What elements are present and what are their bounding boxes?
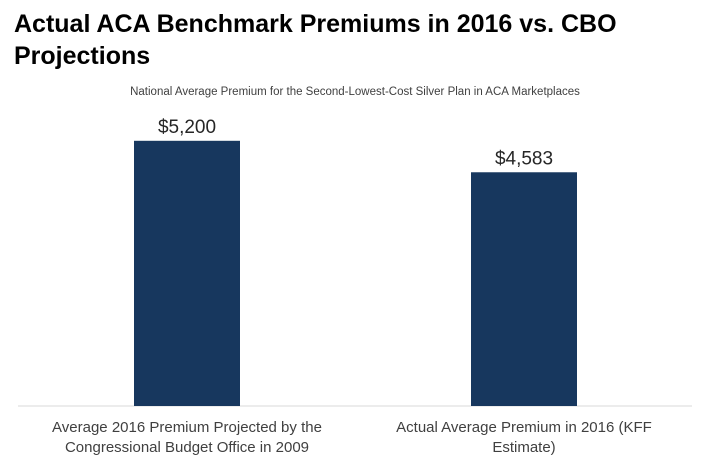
category-label-actual-premium: Actual Average Premium in 2016 (KFF Esti…	[396, 419, 652, 456]
category-label-cbo-projection: Average 2016 Premium Projected by the Co…	[52, 419, 322, 456]
data-label-1: $5,200	[158, 117, 216, 138]
chart-subtitle: National Average Premium for the Second-…	[130, 86, 580, 98]
data-label-2: $4,583	[495, 148, 553, 169]
bar-2	[471, 172, 577, 406]
chart-title: Actual ACA Benchmark Premiums in 2016 vs…	[14, 10, 617, 70]
bar-1	[134, 140, 240, 407]
